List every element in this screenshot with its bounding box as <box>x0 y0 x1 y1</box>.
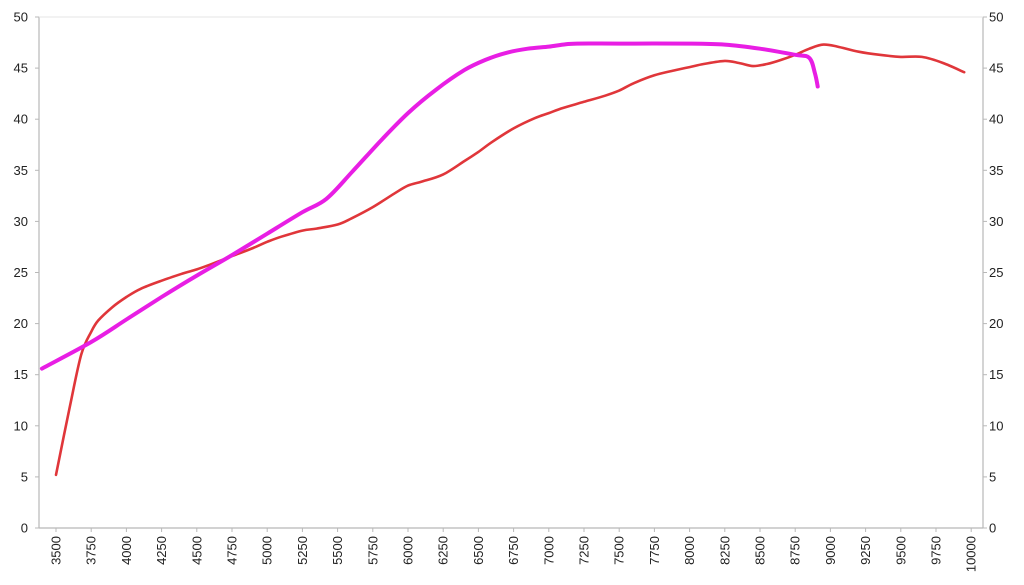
x-tick-label: 4500 <box>189 536 204 565</box>
y-tick-label-right: 35 <box>989 163 1003 178</box>
x-tick-label: 4250 <box>154 536 169 565</box>
x-tick-label: 4000 <box>119 536 134 565</box>
x-tick-label: 6000 <box>401 536 416 565</box>
y-tick-label-left: 45 <box>14 61 28 76</box>
x-tick-label: 9000 <box>823 536 838 565</box>
axes <box>35 16 987 532</box>
series-line-magenta <box>39 41 820 371</box>
x-tick-label: 8750 <box>788 536 803 565</box>
y-tick-label-right: 10 <box>989 418 1003 433</box>
y-tick-label-right: 40 <box>989 112 1003 127</box>
x-tick-label: 9500 <box>893 536 908 565</box>
y-tick-label-right: 45 <box>989 61 1003 76</box>
y-axis-right-labels: 0 5 10 15 20 25 30 35 40 45 50 <box>989 10 1003 536</box>
x-tick-label: 5750 <box>365 536 380 565</box>
y-tick-label-right: 5 <box>989 469 996 484</box>
x-tick-label: 10000 <box>964 536 979 572</box>
series-layer <box>39 41 966 477</box>
x-tick-label: 3500 <box>49 536 64 565</box>
x-tick-label: 8500 <box>753 536 768 565</box>
y-axis-left-labels: 0 5 10 15 20 25 30 35 40 45 50 <box>14 10 28 536</box>
y-tick-label-right: 20 <box>989 316 1003 331</box>
y-tick-label-left: 50 <box>14 10 28 25</box>
x-tick-label: 6750 <box>506 536 521 565</box>
y-tick-label-right: 15 <box>989 367 1003 382</box>
y-tick-label-left: 5 <box>21 469 28 484</box>
y-tick-label-left: 15 <box>14 367 28 382</box>
y-tick-label-right: 25 <box>989 265 1003 280</box>
y-tick-label-left: 20 <box>14 316 28 331</box>
x-tick-label: 7750 <box>647 536 662 565</box>
x-tick-label: 8000 <box>682 536 697 565</box>
x-axis-labels: 3500 3750 4000 4250 4500 4750 5000 5250 5500 5750… <box>49 536 979 572</box>
x-tick-label: 9250 <box>858 536 873 565</box>
y-tick-label-left: 10 <box>14 418 28 433</box>
x-tick-label: 7500 <box>612 536 627 565</box>
x-tick-label: 3750 <box>84 536 99 565</box>
x-tick-label: 6250 <box>436 536 451 565</box>
x-tick-label: 4750 <box>225 536 240 565</box>
y-tick-label-left: 35 <box>14 163 28 178</box>
y-tick-label-left: 0 <box>21 521 28 536</box>
y-tick-label-left: 40 <box>14 112 28 127</box>
x-tick-label: 5250 <box>295 536 310 565</box>
y-tick-label-right: 50 <box>989 10 1003 25</box>
y-tick-label-left: 25 <box>14 265 28 280</box>
x-tick-label: 6500 <box>471 536 486 565</box>
x-tick-label: 9750 <box>929 536 944 565</box>
y-tick-label-left: 30 <box>14 214 28 229</box>
x-tick-label: 7000 <box>541 536 556 565</box>
x-tick-label: 5500 <box>330 536 345 565</box>
y-tick-label-right: 0 <box>989 521 996 536</box>
x-tick-label: 7250 <box>577 536 592 565</box>
x-tick-label: 5000 <box>260 536 275 565</box>
x-tick-label: 8250 <box>717 536 732 565</box>
y-tick-label-right: 30 <box>989 214 1003 229</box>
